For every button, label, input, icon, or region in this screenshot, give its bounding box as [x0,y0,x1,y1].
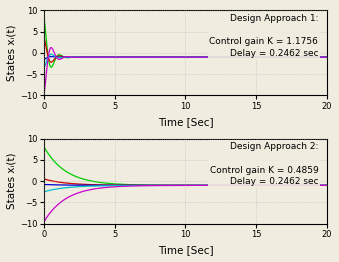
Text: Design Approach 2:

Control gain K = 0.4859
Delay = 0.2462 sec: Design Approach 2: Control gain K = 0.48… [210,142,318,187]
Y-axis label: States xᵢ(t): States xᵢ(t) [7,153,17,209]
Y-axis label: States xᵢ(t): States xᵢ(t) [7,25,17,81]
Text: Design Approach 1:

Control gain K = 1.1756
Delay = 0.2462 sec: Design Approach 1: Control gain K = 1.17… [210,14,318,58]
X-axis label: Time [Sec]: Time [Sec] [158,117,213,127]
X-axis label: Time [Sec]: Time [Sec] [158,245,213,255]
